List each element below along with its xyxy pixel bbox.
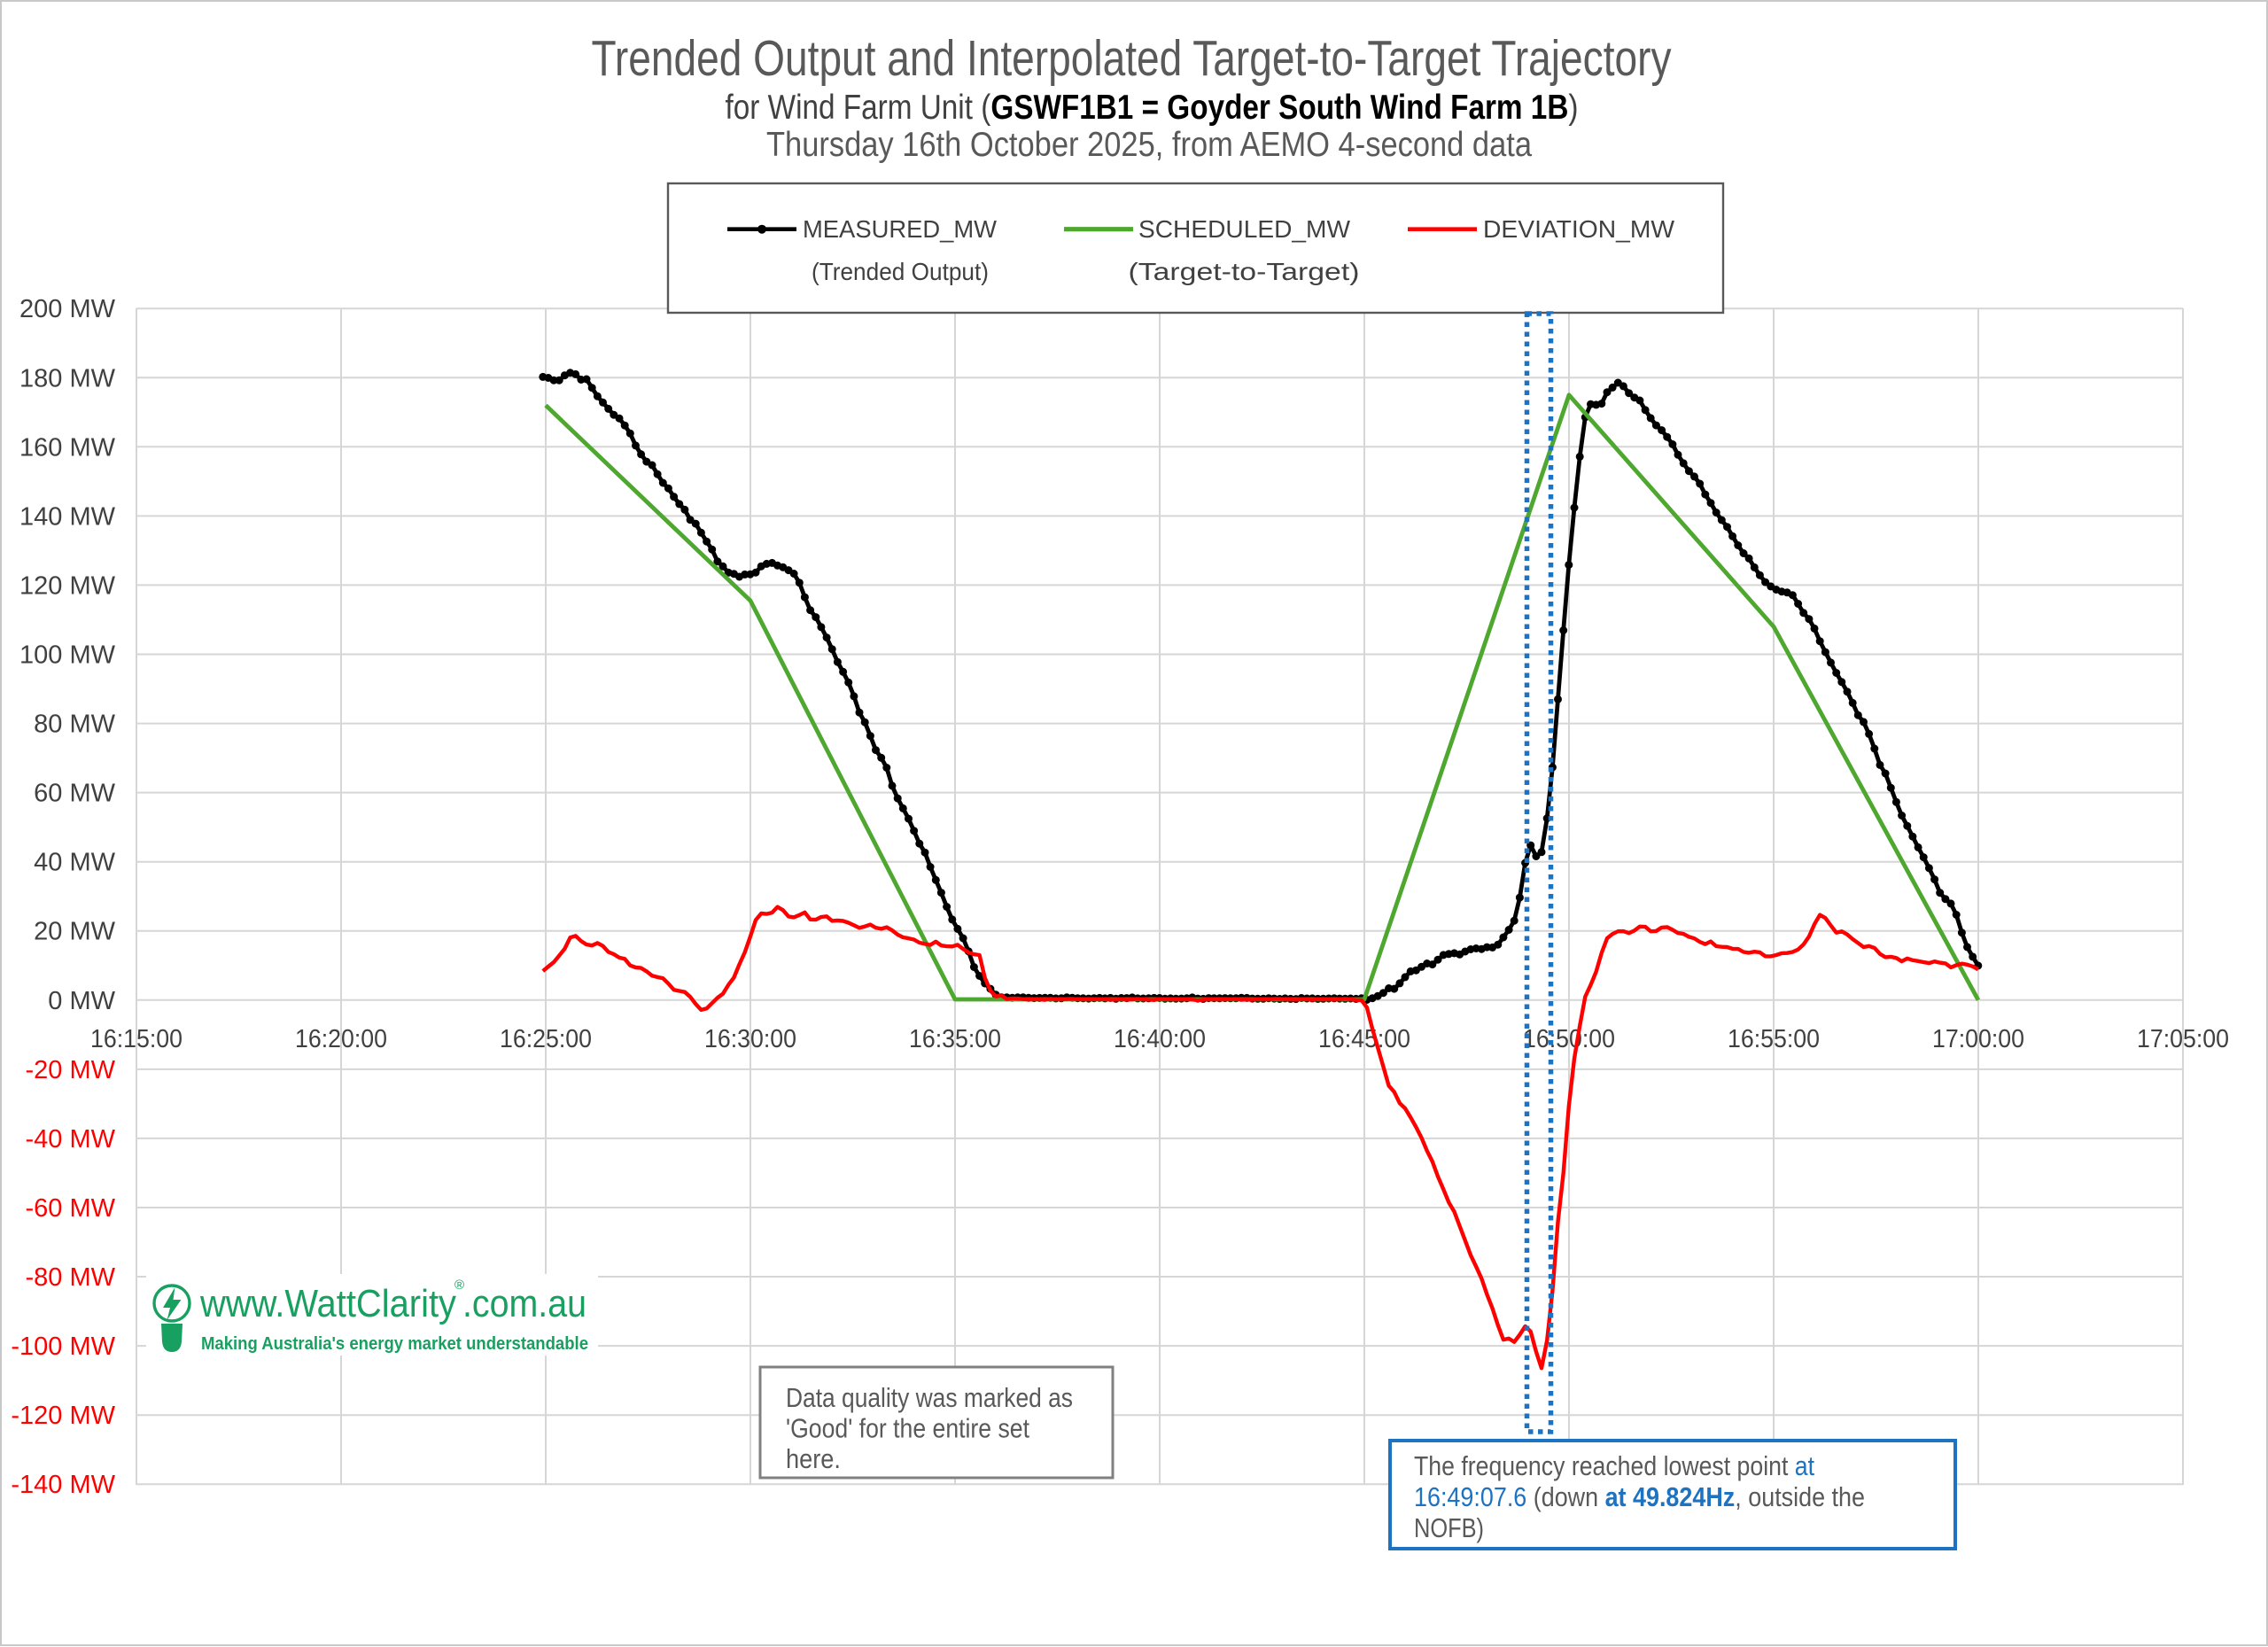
svg-text:60 MW: 60 MW bbox=[34, 780, 115, 808]
svg-text:for Wind Farm Unit (GSWF1B1 =: for Wind Farm Unit (GSWF1B1 = Goyder Sou… bbox=[726, 89, 1579, 127]
svg-text:-120 MW: -120 MW bbox=[11, 1402, 115, 1430]
svg-text:DEVIATION_MW: DEVIATION_MW bbox=[1483, 215, 1675, 243]
svg-text:www.WattClarity: www.WattClarity bbox=[199, 1282, 456, 1325]
svg-text:100 MW: 100 MW bbox=[19, 641, 116, 670]
svg-text:-40 MW: -40 MW bbox=[26, 1125, 116, 1154]
svg-text:16:49:07.6 (down at 49.824Hz,: 16:49:07.6 (down at 49.824Hz, outside th… bbox=[1414, 1481, 1865, 1512]
svg-text:Thursday 16th October 2025, fr: Thursday 16th October 2025, from AEMO 4-… bbox=[766, 126, 1532, 164]
svg-text:16:40:00: 16:40:00 bbox=[1114, 1025, 1206, 1053]
svg-text:Trended Output and Interpolate: Trended Output and Interpolated Target-t… bbox=[592, 30, 1672, 87]
svg-text:NOFB): NOFB) bbox=[1414, 1512, 1484, 1543]
svg-text:MEASURED_MW: MEASURED_MW bbox=[803, 215, 998, 243]
svg-text:®: ® bbox=[454, 1278, 464, 1293]
svg-text:-60 MW: -60 MW bbox=[26, 1194, 116, 1223]
svg-text:.com.au: .com.au bbox=[462, 1282, 586, 1325]
svg-text:16:30:00: 16:30:00 bbox=[704, 1025, 796, 1053]
svg-text:Data quality was marked as: Data quality was marked as bbox=[786, 1382, 1073, 1413]
svg-text:80 MW: 80 MW bbox=[34, 711, 115, 739]
svg-text:SCHEDULED_MW: SCHEDULED_MW bbox=[1138, 215, 1351, 243]
svg-text:40 MW: 40 MW bbox=[34, 849, 115, 877]
svg-text:160 MW: 160 MW bbox=[19, 433, 116, 462]
svg-text:16:35:00: 16:35:00 bbox=[909, 1025, 1001, 1053]
svg-text:16:55:00: 16:55:00 bbox=[1728, 1025, 1820, 1053]
svg-text:-80 MW: -80 MW bbox=[26, 1263, 116, 1292]
svg-text:16:50:00: 16:50:00 bbox=[1523, 1025, 1615, 1053]
svg-text:-100 MW: -100 MW bbox=[11, 1332, 115, 1361]
svg-text:16:15:00: 16:15:00 bbox=[90, 1025, 183, 1053]
svg-text:17:05:00: 17:05:00 bbox=[2137, 1025, 2229, 1053]
svg-text:'Good' for the entire set: 'Good' for the entire set bbox=[786, 1413, 1029, 1444]
svg-text:120 MW: 120 MW bbox=[19, 571, 116, 600]
svg-text:0 MW: 0 MW bbox=[48, 987, 115, 1015]
svg-text:(Target-to-Target): (Target-to-Target) bbox=[1129, 258, 1360, 285]
svg-text:Making Australia's energy mark: Making Australia's energy market underst… bbox=[201, 1334, 588, 1354]
svg-text:(Trended Output): (Trended Output) bbox=[812, 258, 989, 285]
svg-text:180 MW: 180 MW bbox=[19, 364, 116, 392]
svg-text:200 MW: 200 MW bbox=[19, 295, 116, 323]
svg-text:here.: here. bbox=[786, 1443, 841, 1474]
svg-text:16:25:00: 16:25:00 bbox=[500, 1025, 592, 1053]
svg-text:16:45:00: 16:45:00 bbox=[1318, 1025, 1410, 1053]
svg-text:-140 MW: -140 MW bbox=[11, 1471, 115, 1499]
svg-text:17:00:00: 17:00:00 bbox=[1932, 1025, 2024, 1053]
svg-text:The frequency reached lowest p: The frequency reached lowest point at bbox=[1414, 1450, 1814, 1481]
svg-text:-20 MW: -20 MW bbox=[26, 1056, 116, 1084]
svg-text:140 MW: 140 MW bbox=[19, 502, 116, 531]
svg-text:16:20:00: 16:20:00 bbox=[295, 1025, 387, 1053]
svg-text:20 MW: 20 MW bbox=[34, 918, 115, 946]
